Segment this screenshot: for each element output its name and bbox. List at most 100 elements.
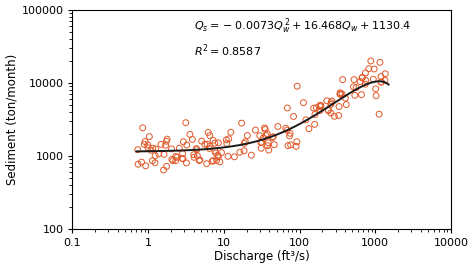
Point — [223, 141, 230, 146]
Point — [186, 132, 194, 137]
Point — [193, 154, 201, 158]
Point — [336, 92, 344, 96]
Point — [151, 161, 159, 165]
Point — [169, 158, 177, 163]
Point — [211, 141, 219, 145]
Point — [218, 150, 225, 155]
Point — [372, 87, 380, 91]
Point — [183, 143, 191, 147]
Point — [358, 75, 366, 80]
Point — [358, 76, 366, 80]
Point — [179, 157, 187, 161]
Point — [264, 132, 271, 136]
Point — [168, 147, 175, 151]
Point — [256, 133, 264, 138]
Point — [325, 108, 332, 113]
Point — [262, 133, 270, 138]
Point — [227, 130, 235, 134]
Point — [163, 139, 170, 143]
Point — [312, 106, 320, 110]
Point — [350, 77, 358, 82]
Point — [317, 104, 324, 109]
Point — [330, 114, 338, 118]
Point — [286, 134, 293, 138]
Point — [175, 146, 183, 150]
Point — [195, 158, 203, 163]
Point — [324, 108, 332, 112]
Point — [269, 135, 276, 140]
Point — [203, 142, 211, 146]
Point — [240, 149, 248, 153]
Point — [168, 157, 176, 161]
Point — [274, 124, 282, 129]
Point — [264, 140, 272, 145]
Point — [238, 121, 246, 125]
Point — [283, 128, 291, 132]
Point — [257, 140, 264, 145]
Point — [160, 168, 167, 172]
Point — [210, 138, 217, 143]
Point — [335, 113, 342, 118]
Point — [264, 143, 271, 148]
Point — [335, 104, 343, 109]
Point — [206, 146, 213, 151]
Point — [215, 155, 222, 159]
Point — [350, 85, 357, 89]
Point — [173, 155, 181, 160]
Point — [155, 152, 163, 156]
Point — [147, 148, 155, 152]
Point — [144, 146, 152, 150]
Point — [317, 103, 325, 108]
Point — [338, 92, 346, 96]
Point — [265, 148, 273, 152]
Point — [190, 153, 198, 157]
Point — [138, 160, 146, 164]
Point — [316, 103, 324, 108]
Point — [172, 158, 180, 163]
Point — [377, 75, 385, 79]
Point — [271, 143, 278, 147]
Point — [328, 101, 335, 105]
Point — [381, 78, 389, 83]
Point — [252, 128, 259, 132]
Point — [342, 96, 349, 100]
Point — [292, 144, 300, 148]
Point — [144, 143, 152, 147]
Point — [225, 137, 233, 141]
Point — [290, 114, 297, 119]
Point — [213, 158, 220, 162]
Point — [157, 142, 165, 147]
Point — [215, 141, 222, 145]
Point — [362, 82, 369, 86]
Point — [236, 150, 244, 154]
Point — [370, 67, 378, 71]
Point — [216, 160, 224, 164]
Point — [204, 130, 212, 134]
Point — [206, 133, 214, 138]
Point — [317, 108, 324, 112]
Point — [206, 144, 214, 148]
Point — [192, 147, 200, 151]
Point — [327, 102, 335, 107]
Point — [376, 60, 383, 65]
Point — [198, 139, 205, 143]
Point — [300, 101, 307, 105]
Point — [261, 126, 268, 130]
Point — [163, 164, 170, 168]
Y-axis label: Sediment (ton/month): Sediment (ton/month) — [6, 54, 18, 185]
Point — [382, 72, 389, 76]
Point — [149, 146, 156, 150]
Point — [211, 149, 219, 153]
Point — [244, 133, 251, 138]
Point — [284, 143, 292, 148]
Point — [162, 143, 169, 147]
Point — [365, 66, 373, 71]
Point — [377, 80, 385, 84]
Point — [152, 147, 160, 151]
Point — [141, 139, 149, 144]
Point — [160, 152, 168, 157]
Point — [139, 126, 146, 130]
Point — [351, 93, 359, 97]
Point — [358, 93, 365, 97]
Point — [142, 164, 149, 168]
